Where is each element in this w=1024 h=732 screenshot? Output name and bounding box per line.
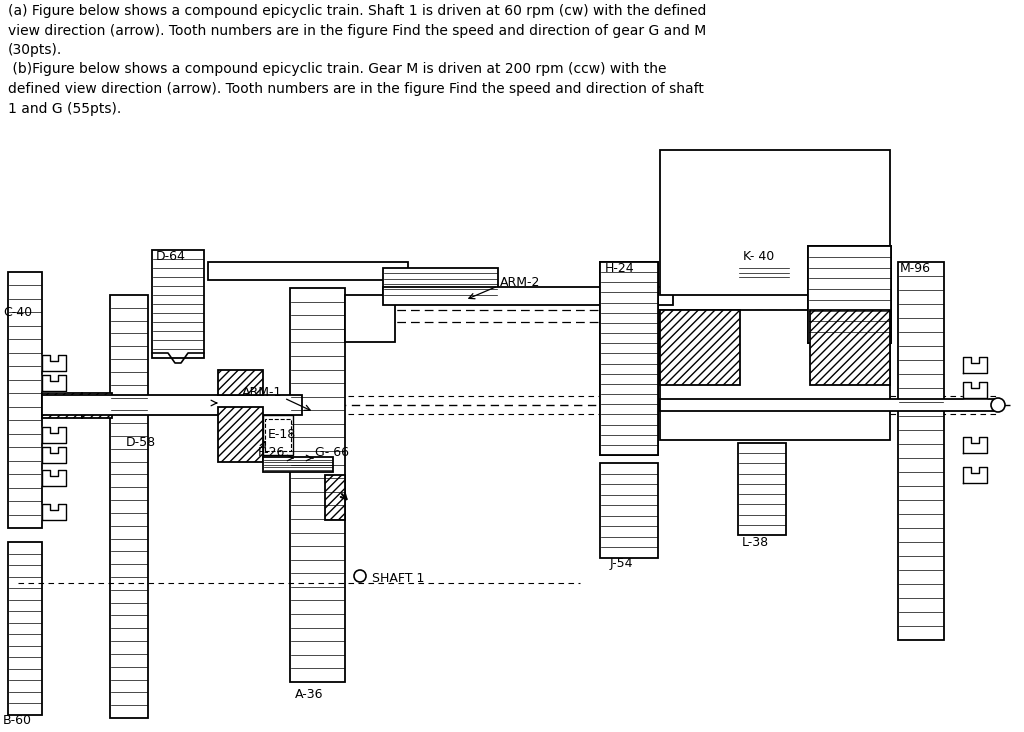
Bar [218,370,263,395]
Bar [82,393,112,418]
Bar [600,262,658,455]
Text: ARM-1: ARM-1 [242,386,283,400]
Text: G- 66: G- 66 [315,447,349,460]
Bar [660,310,890,440]
Bar [808,246,891,343]
Text: ARM-2: ARM-2 [500,277,541,289]
Bar [42,393,82,418]
Text: D-58: D-58 [126,436,156,449]
Text: D-64: D-64 [156,250,186,263]
Bar [810,310,890,385]
Polygon shape [963,467,987,483]
Bar [265,419,291,451]
Bar [208,262,408,280]
Bar [325,475,345,520]
Bar [290,288,345,682]
Text: (a) Figure below shows a compound epicyclic train. Shaft 1 is driven at 60 rpm (: (a) Figure below shows a compound epicyc… [8,4,707,116]
Text: H-24: H-24 [605,261,635,274]
Text: B-60: B-60 [3,714,32,726]
Bar [600,262,658,455]
Polygon shape [963,437,987,453]
Bar [660,150,890,295]
Text: M-96: M-96 [900,261,931,274]
Bar [8,272,42,528]
Bar [345,295,395,342]
Bar [738,443,786,535]
Circle shape [991,398,1005,412]
Polygon shape [42,447,66,463]
Bar [383,268,498,300]
Polygon shape [42,375,66,391]
Bar [660,399,1000,411]
Text: C-40: C-40 [3,307,32,319]
Polygon shape [42,504,66,520]
Polygon shape [963,382,987,398]
Bar [898,262,944,640]
Bar [263,415,293,455]
Text: J-54: J-54 [610,556,634,569]
Text: SHAFT 1: SHAFT 1 [372,572,424,584]
Bar [110,295,148,718]
Bar [738,263,790,282]
Bar [660,310,740,385]
Bar [8,542,42,715]
Bar [600,463,658,558]
Bar [152,250,204,358]
Circle shape [354,570,366,582]
Text: K- 40: K- 40 [743,250,774,264]
Text: A-36: A-36 [295,689,324,701]
Bar [42,398,122,412]
Polygon shape [42,355,66,371]
Bar [263,457,333,472]
Bar [218,407,263,462]
Text: F-26: F-26 [258,447,286,460]
Bar [808,246,891,343]
Text: E-18: E-18 [268,428,296,441]
Polygon shape [42,427,66,443]
Bar [42,395,302,415]
Polygon shape [963,357,987,373]
Text: L-38: L-38 [742,536,769,548]
Bar [383,287,673,305]
Polygon shape [42,470,66,486]
